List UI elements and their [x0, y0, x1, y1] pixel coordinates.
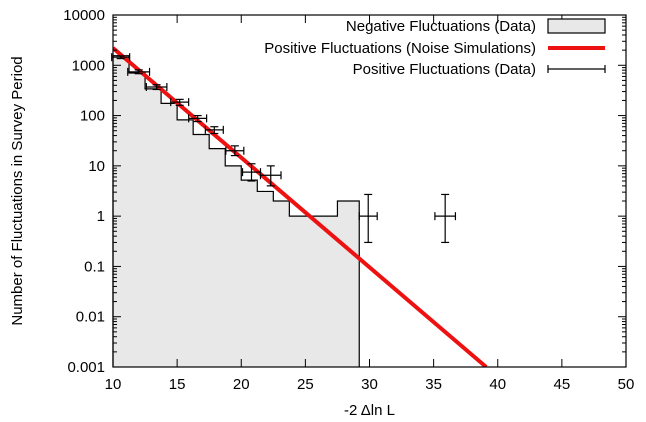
errorbar-point — [259, 165, 282, 187]
histogram-bar — [209, 148, 226, 367]
x-tick-label: 40 — [489, 376, 506, 393]
histogram-bar — [321, 216, 338, 367]
x-axis-title: -2 Δln L — [344, 402, 395, 419]
legend-label: Negative Fluctuations (Data) — [346, 18, 536, 35]
histogram-bar — [257, 191, 274, 367]
histogram-bar — [225, 165, 242, 367]
histogram-bar — [241, 180, 258, 367]
x-tick-label: 10 — [105, 376, 122, 393]
y-tick-label: 10000 — [63, 7, 105, 24]
y-axis-title: Number of Fluctuations in Survey Period — [9, 56, 26, 325]
y-tick-label: 0.1 — [84, 258, 105, 275]
y-tick-label: 1000 — [72, 57, 105, 74]
errorbar-point — [434, 193, 457, 244]
errorbar-point — [188, 114, 208, 123]
errorbar-point — [127, 67, 151, 76]
legend-label: Positive Fluctuations (Data) — [353, 61, 536, 78]
errorbar-point — [241, 163, 262, 182]
histogram-bar — [289, 216, 306, 367]
y-tick-label: 0.01 — [76, 309, 105, 326]
axes-layer: 10 15 20 25 30 35 40 45 50 0.001 0.01 0.1 1 10 100 1000… — [63, 7, 634, 393]
histogram-bar — [305, 216, 322, 367]
legend: Negative Fluctuations (Data) Positive Flu… — [264, 18, 606, 78]
histogram-layer — [112, 55, 360, 367]
histogram-bar — [129, 73, 146, 367]
noise-simulation-line — [113, 46, 488, 367]
errorbar-point — [145, 82, 168, 91]
histogram-bar — [113, 55, 130, 367]
histogram-bar — [273, 201, 290, 367]
x-tick-label: 15 — [169, 376, 186, 393]
errorbar-point — [358, 193, 378, 244]
histogram-bar — [353, 201, 360, 367]
x-tick-label: 20 — [233, 376, 250, 393]
x-tick-label: 50 — [618, 376, 635, 393]
legend-label: Positive Fluctuations (Noise Simulations… — [264, 40, 536, 57]
y-tick-label: 100 — [80, 108, 105, 125]
x-tick-label: 25 — [297, 376, 314, 393]
y-tick-label: 1 — [97, 208, 105, 225]
model-line-layer — [113, 46, 488, 367]
histogram-bar — [145, 88, 162, 367]
legend-swatch-histogram — [547, 18, 606, 34]
x-tick-label: 30 — [361, 376, 378, 393]
errorbar-point — [225, 145, 245, 157]
histogram-outline — [112, 55, 360, 367]
histogram-bar — [337, 201, 354, 367]
x-tick-label: 45 — [554, 376, 571, 393]
y-tick-label: 0.001 — [67, 359, 105, 376]
errorbar-layer — [111, 53, 457, 244]
histogram-bar — [177, 119, 194, 367]
histogram-bar — [161, 103, 178, 367]
y-tick-label: 10 — [88, 158, 105, 175]
x-tick-label: 35 — [425, 376, 442, 393]
histogram-bar — [193, 134, 210, 367]
errorbar-point — [170, 98, 190, 107]
errorbar-point — [204, 125, 224, 135]
errorbar-point — [111, 53, 131, 62]
